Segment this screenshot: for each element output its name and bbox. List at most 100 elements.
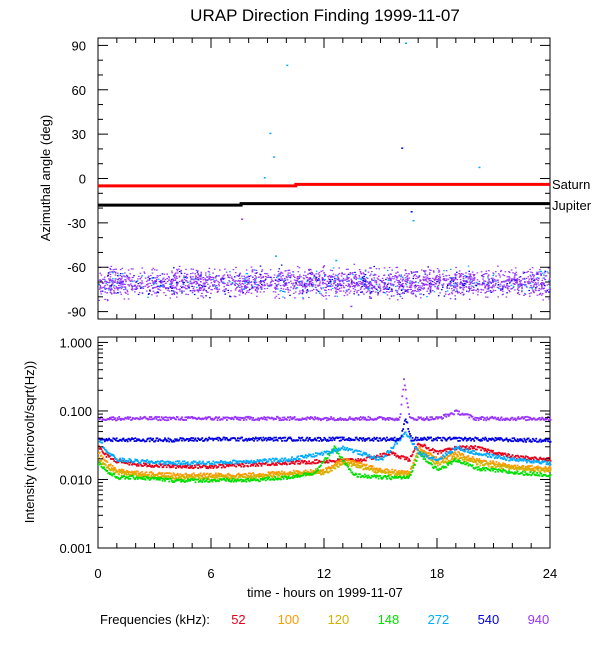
band-point	[429, 287, 432, 289]
data-point	[114, 456, 116, 459]
data-point	[410, 467, 413, 470]
band-point	[449, 284, 451, 286]
band-point	[199, 289, 202, 291]
band-point	[256, 295, 258, 297]
data-point	[115, 461, 118, 464]
band-point	[416, 277, 419, 279]
band-point	[458, 276, 461, 278]
band-point	[287, 289, 290, 291]
data-point	[151, 464, 154, 467]
band-point	[450, 282, 452, 284]
data-point	[385, 476, 388, 478]
data-point	[426, 447, 429, 450]
band-point	[237, 286, 239, 288]
band-point	[519, 276, 522, 278]
band-point	[429, 277, 431, 280]
data-point	[508, 453, 510, 456]
data-point	[526, 472, 528, 475]
data-point	[163, 474, 166, 477]
data-point	[170, 477, 172, 480]
data-point	[220, 473, 222, 475]
band-point	[425, 280, 428, 282]
data-point	[470, 458, 473, 461]
band-point	[523, 271, 526, 274]
data-point	[101, 441, 104, 444]
band-point	[277, 283, 280, 285]
band-point	[104, 288, 107, 290]
band-point	[328, 282, 330, 284]
data-point	[514, 456, 516, 458]
band-point	[199, 284, 201, 286]
band-point	[101, 282, 104, 284]
band-point	[487, 288, 490, 290]
data-point	[437, 450, 440, 453]
band-point	[365, 284, 368, 286]
band-point	[248, 291, 250, 293]
band-point	[390, 284, 392, 286]
data-point	[307, 462, 310, 465]
band-point	[445, 279, 448, 282]
data-point	[260, 464, 263, 467]
data-point	[247, 465, 249, 468]
band-point	[172, 275, 175, 277]
outlier-point	[401, 147, 404, 149]
band-point	[128, 285, 131, 287]
data-point	[479, 469, 482, 472]
band-point	[307, 284, 309, 286]
band-point	[478, 282, 481, 285]
band-point	[449, 268, 452, 270]
data-point	[469, 448, 471, 450]
data-point	[437, 461, 440, 464]
band-point	[419, 280, 421, 282]
band-point	[548, 280, 550, 282]
band-point	[378, 275, 380, 277]
data-point	[168, 462, 171, 464]
data-point	[106, 470, 109, 472]
band-point	[186, 285, 189, 287]
band-point	[286, 287, 289, 289]
band-point	[304, 285, 306, 287]
band-point	[453, 282, 455, 284]
data-point	[414, 458, 416, 461]
data-point	[319, 465, 321, 468]
data-point	[233, 479, 236, 482]
band-point	[153, 287, 156, 289]
band-point	[299, 274, 301, 276]
data-point	[211, 480, 214, 483]
data-point	[134, 473, 137, 476]
band-point	[446, 287, 448, 289]
band-point	[309, 278, 312, 280]
data-point	[189, 479, 192, 482]
band-point	[506, 284, 508, 286]
band-point	[460, 274, 462, 276]
band-point	[164, 287, 167, 289]
band-point	[329, 281, 332, 283]
data-point	[194, 460, 197, 463]
band-point	[178, 288, 180, 290]
data-point	[276, 476, 279, 479]
band-point	[113, 281, 116, 283]
band-point	[407, 289, 410, 291]
band-point	[131, 288, 133, 290]
band-point	[244, 278, 246, 281]
band-point	[282, 284, 285, 286]
band-point	[384, 283, 386, 285]
band-point	[279, 278, 281, 280]
data-point	[123, 475, 126, 477]
band-point	[137, 285, 139, 287]
band-point	[119, 273, 122, 275]
data-point	[419, 446, 421, 449]
band-point	[318, 278, 320, 280]
data-point	[435, 466, 438, 469]
data-point	[408, 458, 410, 461]
data-point	[507, 465, 510, 468]
band-point	[466, 280, 468, 282]
data-point	[227, 465, 230, 468]
band-point	[141, 275, 143, 277]
band-point	[117, 279, 119, 281]
data-point	[348, 459, 350, 462]
data-point	[172, 472, 175, 475]
band-point	[301, 291, 304, 293]
band-point	[452, 279, 454, 281]
band-point	[455, 283, 457, 285]
